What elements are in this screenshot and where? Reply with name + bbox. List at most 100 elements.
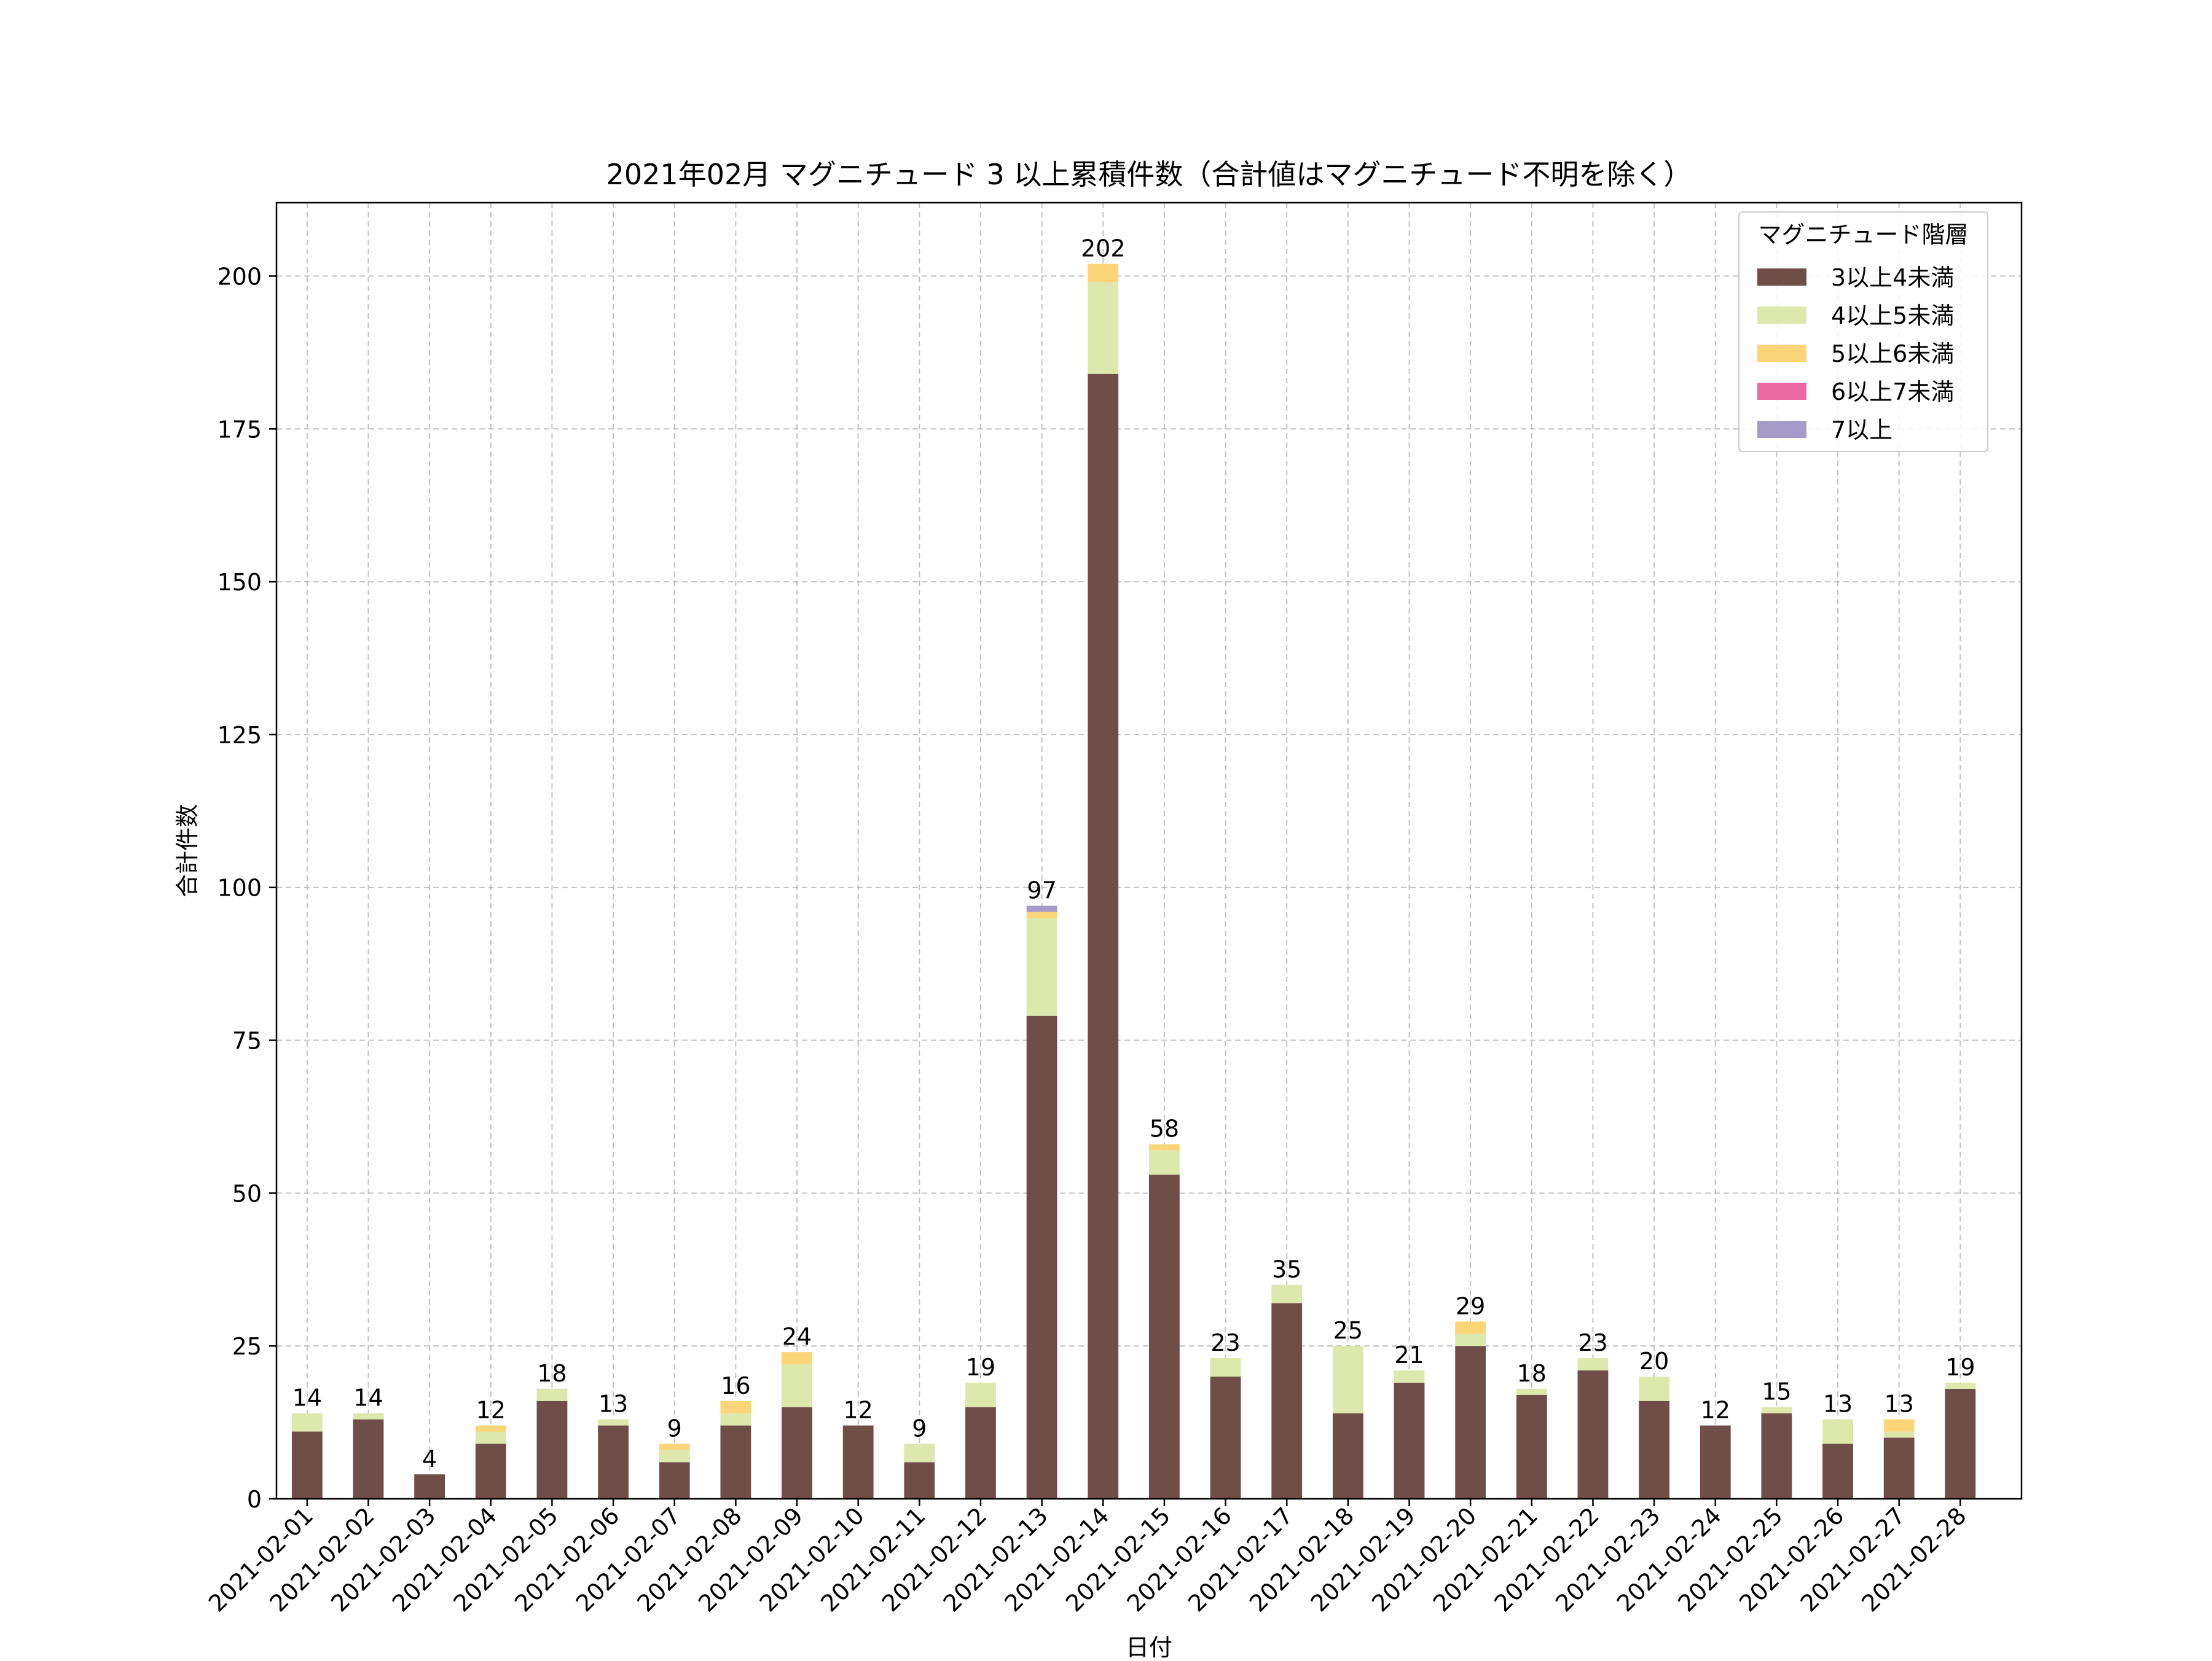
bar-segment [1271,1284,1303,1303]
bar-total-label: 13 [1823,1391,1853,1418]
bar-total-label: 23 [1578,1329,1607,1356]
bar-segment [1761,1407,1792,1413]
bar-segment [1026,905,1057,912]
bar-total-label: 58 [1150,1116,1179,1143]
bar-total-label: 9 [912,1415,927,1442]
bar-segment [1088,282,1119,374]
bar-segment [1026,918,1057,1016]
bar-segment [659,1450,690,1463]
bar-segment [536,1401,568,1499]
bar-total-label: 16 [721,1372,750,1399]
bar-total-label: 13 [598,1391,628,1418]
bar-segment [475,1425,506,1432]
bar-segment [1332,1413,1363,1499]
bar-segment [782,1364,812,1407]
bar-total-label: 25 [1333,1317,1363,1344]
bar-total-label: 9 [667,1415,682,1442]
bar-segment [1945,1382,1976,1389]
bar-total-label: 14 [292,1385,322,1412]
bar-total-label: 97 [1027,877,1056,904]
bar-segment [1455,1334,1486,1346]
bar-segment [1210,1376,1241,1499]
bar-segment [1822,1419,1853,1444]
bar-total-label: 35 [1272,1256,1301,1283]
bar-segment [1516,1388,1547,1395]
y-tick-label: 100 [217,875,262,902]
bars [291,264,1976,1499]
legend-label: 4以上5未満 [1831,302,1954,329]
bar-segment [1455,1346,1486,1499]
bar-segment [965,1407,996,1499]
bar-segment [1088,373,1119,1499]
legend-label: 6以上7未満 [1831,378,1954,405]
legend-swatch [1757,268,1806,286]
bar-total-label: 4 [422,1445,437,1472]
bar-total-label: 24 [782,1323,812,1350]
chart-title: 2021年02月 マグニチュード 3 以上累積件数（合計値はマグニチュード不明を… [606,158,1692,191]
legend-label: 7以上 [1831,416,1892,444]
bar-segment [965,1382,996,1407]
bar-total-label: 19 [966,1354,995,1381]
bar-segment [475,1431,506,1444]
bar-segment [1577,1358,1609,1370]
bar-total-label: 12 [1701,1397,1730,1424]
bar-segment [1577,1370,1609,1499]
bar-segment [1883,1419,1915,1432]
bar-segment [353,1419,384,1499]
bar-segment [414,1474,445,1499]
bar-segment [1394,1370,1425,1383]
x-axis-label: 日付 [1126,1634,1172,1659]
bar-segment [1455,1321,1486,1334]
y-tick-label: 75 [232,1028,262,1055]
bar-segment [659,1444,690,1450]
bar-segment [659,1462,690,1499]
bar-segment [291,1413,323,1432]
bar-segment [598,1425,629,1499]
bar-segment [720,1401,751,1413]
bar-segment [475,1444,506,1499]
bar-segment [842,1425,874,1499]
bar-total-label: 202 [1081,235,1126,262]
bar-segment [782,1407,812,1499]
bar-total-label: 18 [537,1360,567,1387]
bar-total-label: 21 [1394,1342,1424,1369]
y-tick-label: 25 [232,1333,262,1360]
legend: マグニチュード階層 3以上4未満 4以上5未満 5以上6未満 6以上7未満 7以上 [1738,211,1988,452]
bar-segment [536,1388,568,1401]
bar-segment [1883,1437,1915,1499]
bar-segment [1332,1346,1363,1413]
bar-segment [1761,1413,1792,1499]
bar-total-label: 23 [1210,1329,1240,1356]
bar-segment [1639,1401,1670,1499]
bar-total-label: 15 [1762,1378,1791,1405]
bar-segment [291,1431,323,1499]
bar-segment [1210,1358,1241,1377]
legend-title: マグニチュード階層 [1758,221,1968,248]
bar-segment [1639,1376,1670,1401]
y-tick-label: 125 [217,722,262,749]
y-tick-label: 150 [217,569,262,596]
bar-total-label: 18 [1517,1360,1547,1387]
bar-segment [598,1419,629,1426]
grid-lines [276,203,2022,1499]
y-axis-label: 合計件数 [174,804,201,897]
bar-segment [720,1425,751,1499]
bar-segment [1149,1174,1180,1499]
data-labels: 14 14 4 12 18 13 9 16 24 12 9 19 97 202 58 23 35 25 21 29 18… [292,235,1975,1473]
plot-frame [275,201,2023,1500]
bar-total-label: 13 [1885,1391,1914,1418]
bar-segment [1271,1303,1303,1499]
bar-segment [1516,1394,1547,1499]
bar-segment [1394,1382,1425,1499]
legend-label: 5以上6未満 [1831,340,1954,367]
y-tick-label: 200 [217,263,262,290]
legend-swatch [1757,307,1806,324]
bar-segment [1822,1444,1853,1499]
bar-segment [1700,1425,1731,1499]
bar-segment [782,1352,812,1365]
bar-total-label: 12 [843,1397,873,1424]
bar-segment [904,1444,935,1463]
bar-segment [720,1413,751,1426]
